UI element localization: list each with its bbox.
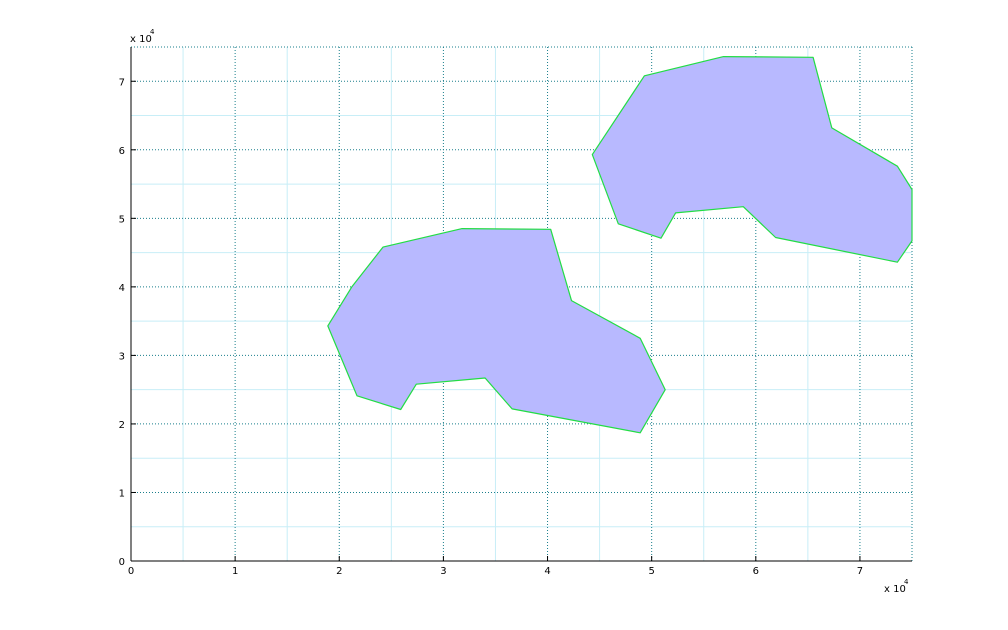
y-tick-label: 5 <box>119 214 125 225</box>
x-multiplier-label: x 10 <box>884 584 906 595</box>
y-exponent-label: 4 <box>150 28 155 36</box>
x-tick-label: 4 <box>544 566 550 577</box>
y-tick-label: 1 <box>119 488 125 499</box>
polygons <box>327 55 913 434</box>
y-tick-label: 0 <box>119 557 125 568</box>
x-tick-label: 5 <box>648 566 654 577</box>
axes <box>130 47 912 562</box>
polygon-2 <box>591 55 913 263</box>
x-tick-label: 7 <box>857 566 863 577</box>
y-tick-label: 7 <box>119 77 125 88</box>
y-tick-label: 4 <box>119 283 125 294</box>
tick-labels: 0 1 2 3 4 5 6 7 0 1 2 3 4 5 6 7 <box>119 77 863 577</box>
y-tick-label: 2 <box>119 420 125 431</box>
x-exponent-label: 4 <box>904 578 909 586</box>
x-tick-label: 2 <box>336 566 342 577</box>
y-multiplier-label: x 10 <box>130 34 152 45</box>
x-tick-label: 6 <box>753 566 759 577</box>
x-tick-label: 0 <box>128 566 134 577</box>
y-tick-label: 6 <box>119 146 125 157</box>
x-tick-label: 3 <box>440 566 446 577</box>
x-tick-label: 1 <box>232 566 238 577</box>
polygon-1 <box>327 228 666 434</box>
y-tick-label: 3 <box>119 351 125 362</box>
